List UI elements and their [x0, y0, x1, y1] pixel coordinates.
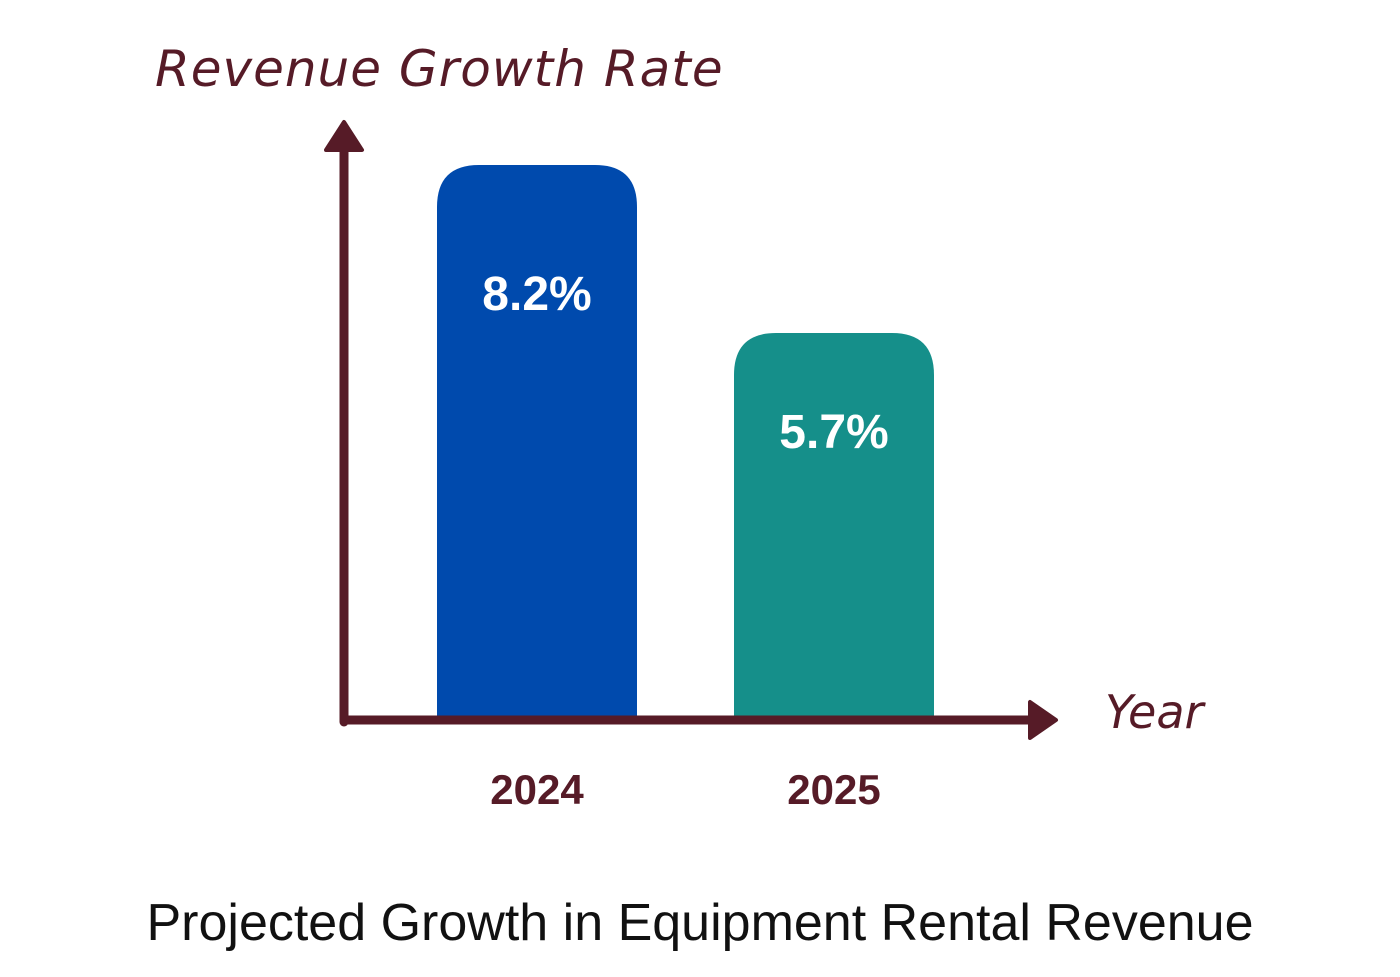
value-label-2025: 5.7%	[779, 406, 888, 459]
x-tick-label-2025: 2025	[787, 766, 880, 813]
x-tick-label-2024: 2024	[490, 766, 584, 813]
bar-2025	[734, 332, 934, 716]
y-axis-label: Revenue Growth Rate	[155, 40, 724, 98]
chart-title: Projected Growth in Equipment Rental Rev…	[146, 894, 1253, 952]
value-label-2024: 8.2%	[482, 268, 591, 321]
y-axis-arrow-icon	[324, 120, 364, 152]
bar-2024	[437, 165, 637, 716]
x-axis-label: Year	[1105, 685, 1207, 739]
x-axis-arrow-icon	[1028, 700, 1058, 740]
